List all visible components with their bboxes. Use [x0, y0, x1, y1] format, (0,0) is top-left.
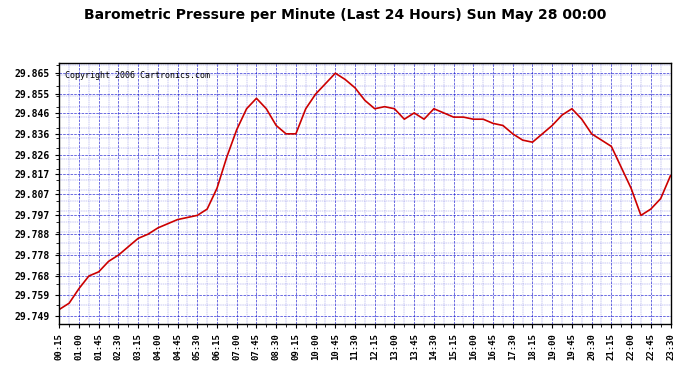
Text: Copyright 2006 Cartronics.com: Copyright 2006 Cartronics.com: [66, 70, 210, 80]
Text: Barometric Pressure per Minute (Last 24 Hours) Sun May 28 00:00: Barometric Pressure per Minute (Last 24 …: [83, 8, 607, 21]
